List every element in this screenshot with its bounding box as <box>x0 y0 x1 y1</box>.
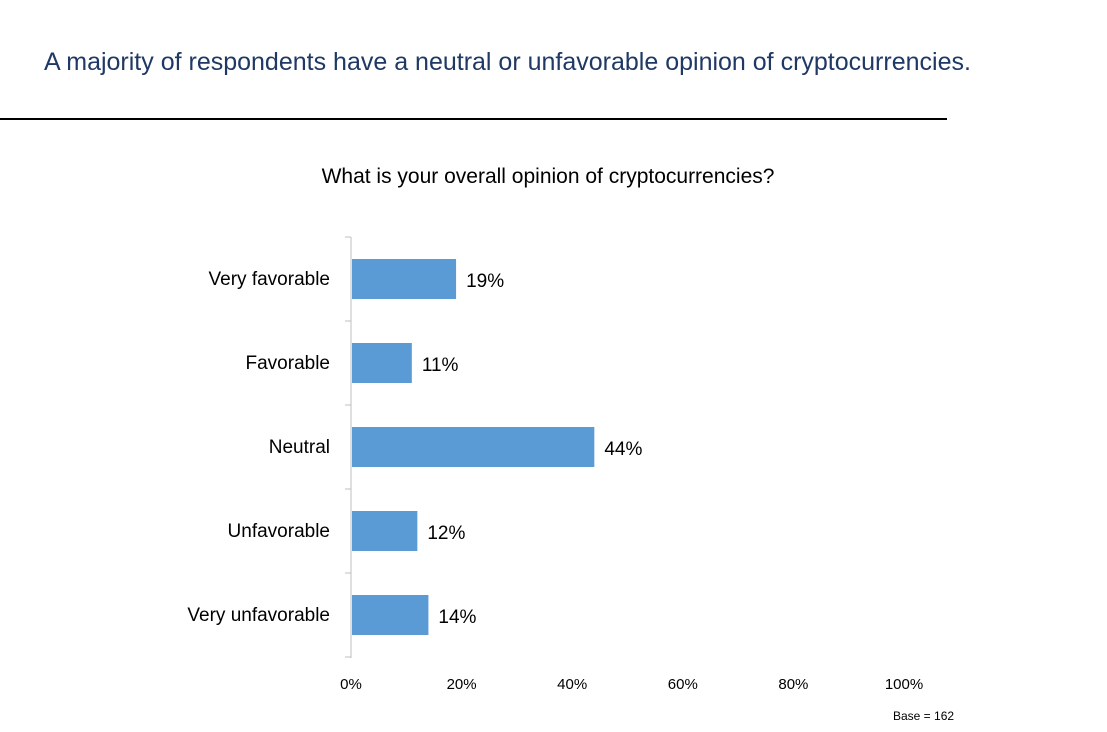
x-tick-label: 100% <box>885 676 923 693</box>
category-label: Favorable <box>246 353 331 374</box>
x-tick-label: 20% <box>447 676 477 693</box>
page-title: A majority of respondents have a neutral… <box>44 48 971 76</box>
bar <box>352 343 412 383</box>
data-label: 44% <box>604 439 642 460</box>
bar-series: 19% 11% 44% 12% 14% <box>352 259 642 635</box>
category-label: Neutral <box>269 437 330 458</box>
chart-title: What is your overall opinion of cryptocu… <box>322 165 775 188</box>
data-label: 14% <box>438 607 476 628</box>
x-tick-label: 60% <box>668 676 698 693</box>
title-divider <box>0 118 947 120</box>
bar <box>352 511 418 551</box>
data-label: 12% <box>427 523 465 544</box>
value-axis: 0% 20% 40% 60% 80% 100% Very favorable Favorabl… <box>187 236 923 693</box>
bar <box>352 427 595 467</box>
x-tick-label: 40% <box>557 676 587 693</box>
category-label: Very favorable <box>209 269 330 290</box>
category-label: Unfavorable <box>228 521 330 542</box>
data-label: 11% <box>422 355 459 376</box>
category-label: Very unfavorable <box>187 605 330 626</box>
x-tick-label: 80% <box>778 676 808 693</box>
x-tick-label: 0% <box>340 676 362 693</box>
bar <box>352 595 429 635</box>
base-footnote: Base = 162 <box>893 709 955 723</box>
data-label: 19% <box>466 271 504 292</box>
bar <box>352 259 457 299</box>
